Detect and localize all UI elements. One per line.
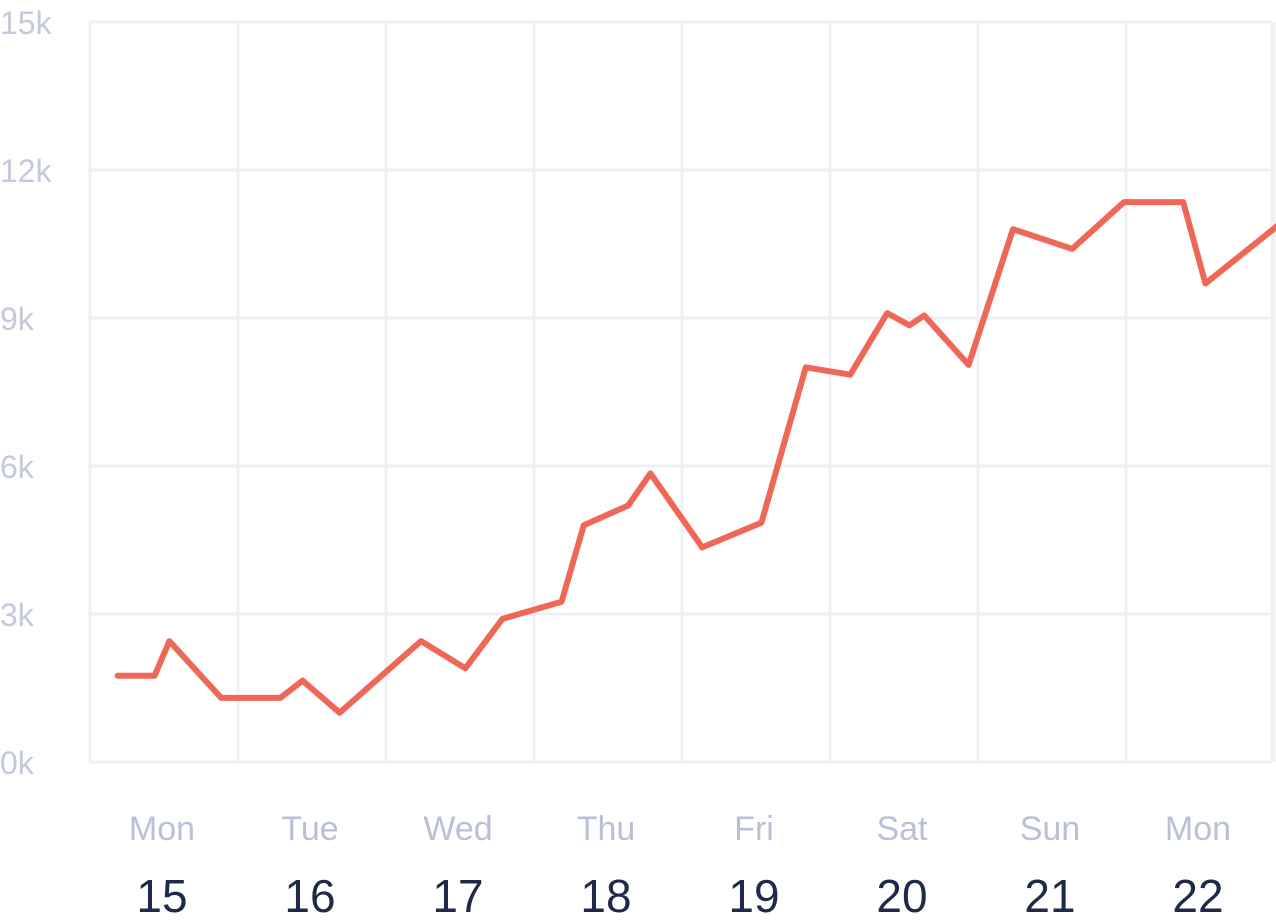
x-axis: Mon 15 Tue 16 Wed 17 Thu 18 Fri 19 Sat 20 Sun 21 Mon 22 — [129, 810, 1231, 922]
x-tick-date-label: 16 — [284, 870, 335, 922]
chart-grid — [88, 20, 1276, 764]
x-tick-date-label: 15 — [136, 870, 187, 922]
x-tick-date-label: 17 — [432, 870, 483, 922]
x-tick-date-label: 19 — [728, 870, 779, 922]
series-line — [114, 199, 1276, 716]
x-tick-date-label: 22 — [1172, 870, 1223, 922]
y-tick-label: 9k — [0, 301, 35, 337]
chart-series — [114, 199, 1276, 716]
x-tick-date-label: 18 — [580, 870, 631, 922]
x-tick-day-label: Mon — [129, 810, 195, 848]
x-tick-day-label: Sun — [1020, 810, 1081, 848]
y-tick-label: 0k — [0, 745, 35, 781]
x-tick-day-label: Wed — [423, 810, 492, 848]
y-tick-label: 15k — [0, 5, 53, 41]
y-axis: 0k 3k 6k 9k 12k 15k — [0, 5, 53, 781]
x-tick-day-label: Thu — [577, 810, 636, 848]
x-tick-date-label: 20 — [876, 870, 927, 922]
x-tick-day-label: Mon — [1165, 810, 1231, 848]
x-tick-date-label: 21 — [1024, 870, 1075, 922]
x-tick-day-label: Tue — [281, 810, 338, 848]
y-tick-label: 6k — [0, 449, 35, 485]
x-tick-day-label: Fri — [734, 810, 774, 848]
y-tick-label: 3k — [0, 597, 35, 633]
y-tick-label: 12k — [0, 153, 53, 189]
x-tick-day-label: Sat — [876, 810, 928, 848]
